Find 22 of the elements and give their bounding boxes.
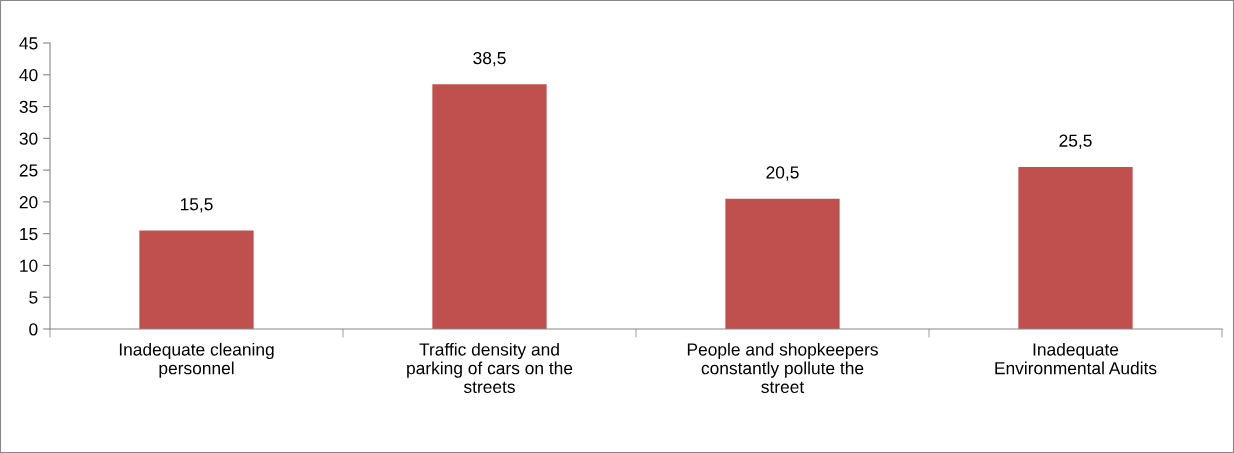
data-label: 25,5	[1059, 134, 1092, 149]
y-tick-label: 0	[29, 323, 38, 336]
y-tick-label: 5	[29, 291, 38, 304]
y-tick-label: 30	[19, 132, 38, 145]
x-tick-label: Traffic density and parking of cars on the streets	[407, 342, 573, 394]
y-tick-label: 35	[19, 100, 38, 114]
data-label: 15,5	[180, 198, 213, 213]
data-label: 20,5	[766, 166, 799, 181]
x-tick-label: Inadequate Environmental Audits	[995, 342, 1157, 375]
bar	[725, 198, 840, 329]
x-tick-label: People and shopkeepers constantly pollute the street	[687, 342, 878, 394]
x-tick-label: Inadequate cleaning personnel	[119, 342, 274, 378]
bar	[432, 84, 547, 329]
y-tick-label: 40	[19, 68, 38, 82]
data-label: 38,5	[473, 51, 506, 67]
bar	[139, 230, 254, 329]
y-tick-label: 10	[20, 259, 38, 272]
y-tick-label: 15	[20, 228, 38, 241]
bar	[1018, 166, 1133, 329]
y-tick-label: 25	[19, 164, 38, 177]
y-tick-label: 45	[19, 37, 38, 50]
y-tick-label: 20	[19, 196, 38, 209]
